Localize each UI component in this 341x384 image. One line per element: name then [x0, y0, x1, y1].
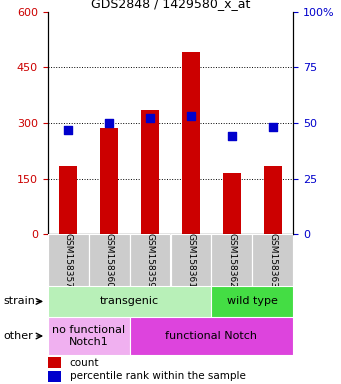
Point	[147, 115, 153, 121]
Text: GSM158359: GSM158359	[146, 233, 154, 288]
Bar	[141, 110, 159, 234]
Text: functional Notch: functional Notch	[165, 331, 257, 341]
Text: strain: strain	[3, 296, 35, 306]
Text: GSM158357: GSM158357	[64, 233, 73, 288]
Text: percentile rank within the sample: percentile rank within the sample	[70, 371, 246, 381]
Bar	[48, 234, 89, 286]
Text: GSM158361: GSM158361	[187, 233, 195, 288]
Bar	[211, 286, 293, 317]
Bar	[170, 234, 211, 286]
Bar	[48, 317, 130, 355]
Title: GDS2848 / 1429580_x_at: GDS2848 / 1429580_x_at	[91, 0, 250, 10]
Point	[65, 126, 71, 132]
Bar	[89, 234, 130, 286]
Text: count: count	[70, 358, 99, 368]
Point	[188, 113, 194, 119]
Text: no functional
Notch1: no functional Notch1	[52, 325, 125, 347]
Text: other: other	[3, 331, 33, 341]
Bar	[100, 128, 118, 234]
Bar	[211, 234, 252, 286]
Point	[270, 124, 276, 131]
Bar	[48, 286, 211, 317]
Bar	[59, 166, 77, 234]
Bar	[182, 52, 200, 234]
Bar	[130, 317, 293, 355]
Bar	[223, 173, 241, 234]
Bar	[48, 357, 61, 368]
Bar	[252, 234, 293, 286]
Text: transgenic: transgenic	[100, 296, 159, 306]
Text: GSM158360: GSM158360	[105, 233, 114, 288]
Text: wild type: wild type	[227, 296, 278, 306]
Point	[229, 133, 235, 139]
Bar	[264, 166, 282, 234]
Bar	[130, 234, 170, 286]
Bar	[48, 371, 61, 382]
Point	[106, 120, 112, 126]
Text: GSM158362: GSM158362	[227, 233, 236, 288]
Text: GSM158363: GSM158363	[268, 233, 277, 288]
